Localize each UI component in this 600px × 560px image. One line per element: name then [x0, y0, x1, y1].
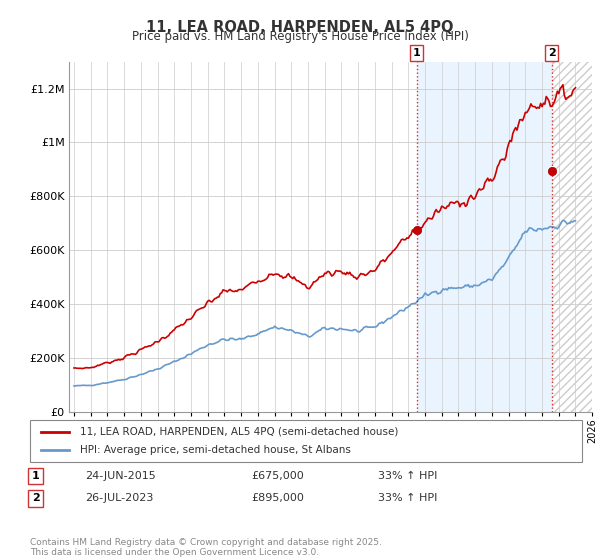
Bar [416, 62, 552, 412]
Text: 11, LEA ROAD, HARPENDEN, AL5 4PQ (semi-detached house): 11, LEA ROAD, HARPENDEN, AL5 4PQ (semi-d… [80, 427, 398, 437]
Text: £675,000: £675,000 [251, 471, 304, 481]
Text: £895,000: £895,000 [251, 493, 304, 503]
Text: 33% ↑ HPI: 33% ↑ HPI [378, 471, 437, 481]
Text: 26-JUL-2023: 26-JUL-2023 [85, 493, 154, 503]
Text: 2: 2 [548, 48, 556, 58]
Text: Contains HM Land Registry data © Crown copyright and database right 2025.
This d: Contains HM Land Registry data © Crown c… [30, 538, 382, 557]
Text: 11, LEA ROAD, HARPENDEN, AL5 4PQ: 11, LEA ROAD, HARPENDEN, AL5 4PQ [146, 20, 454, 35]
Text: 24-JUN-2015: 24-JUN-2015 [85, 471, 156, 481]
Text: 1: 1 [413, 48, 421, 58]
FancyBboxPatch shape [30, 420, 582, 462]
Text: HPI: Average price, semi-detached house, St Albans: HPI: Average price, semi-detached house,… [80, 445, 350, 455]
Text: 33% ↑ HPI: 33% ↑ HPI [378, 493, 437, 503]
Bar [552, 62, 592, 412]
Text: Price paid vs. HM Land Registry's House Price Index (HPI): Price paid vs. HM Land Registry's House … [131, 30, 469, 43]
Text: 2: 2 [32, 493, 40, 503]
Text: 1: 1 [32, 471, 40, 481]
